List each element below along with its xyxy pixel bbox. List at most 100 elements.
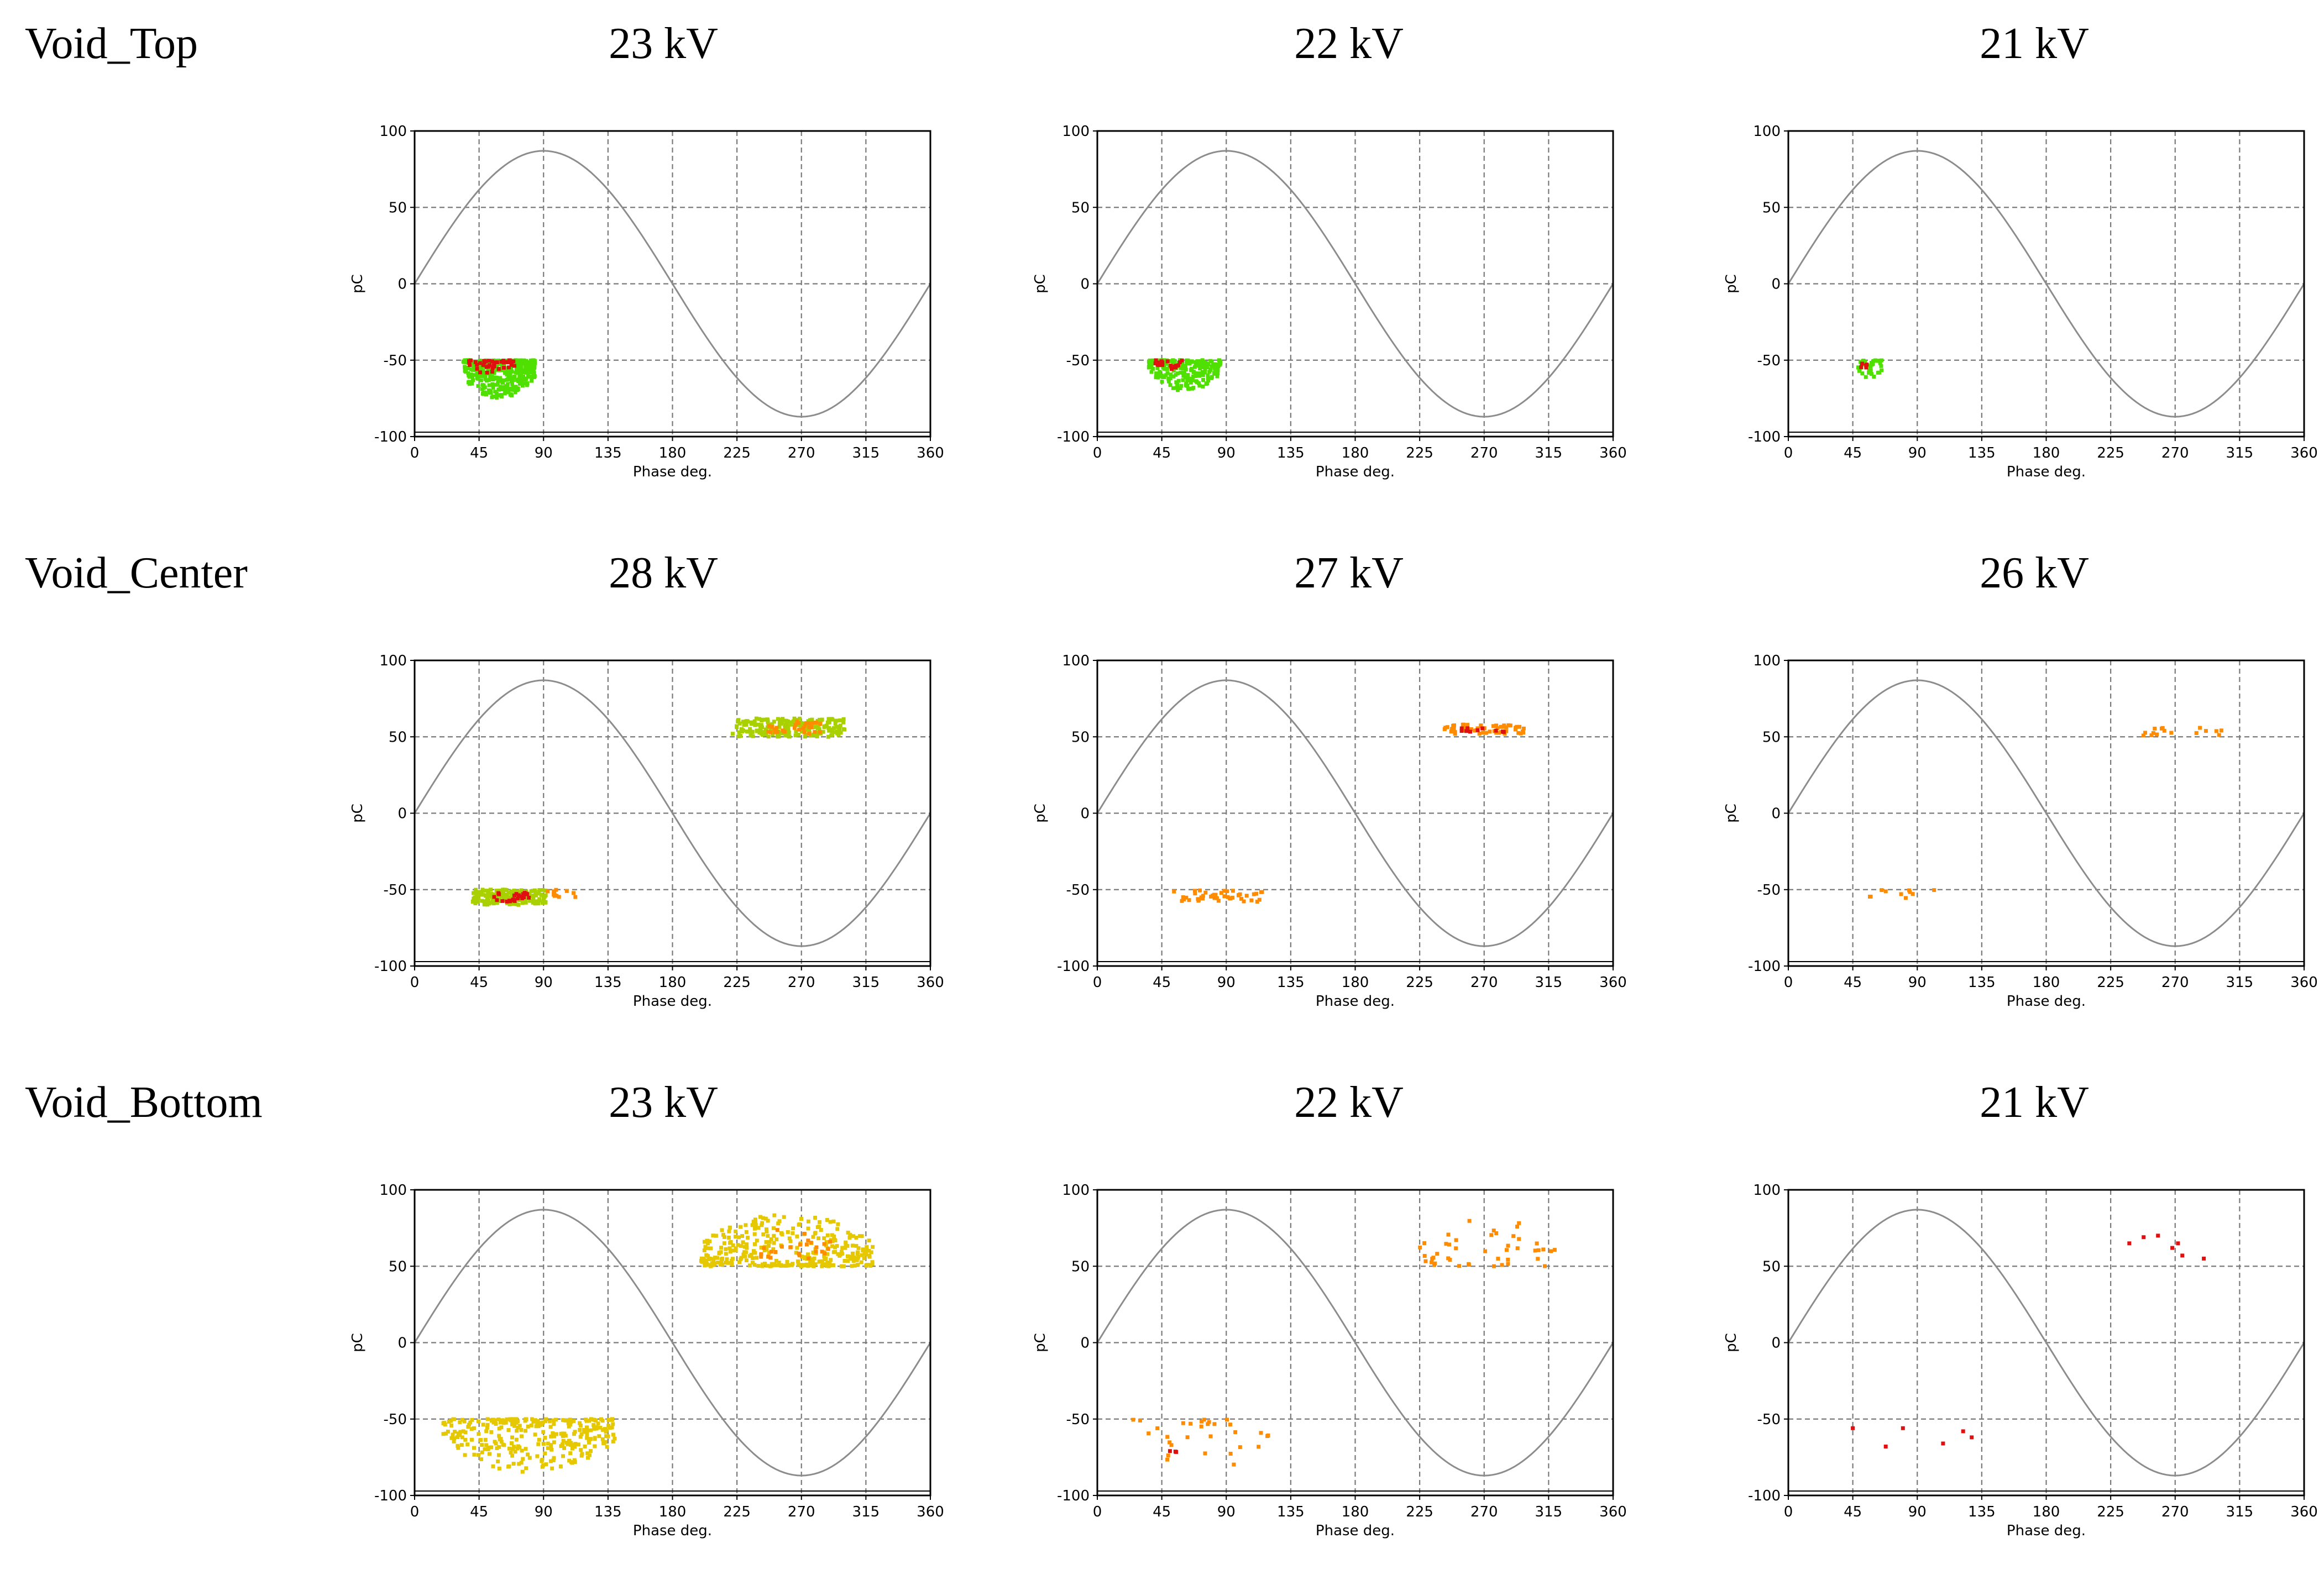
scatter-point — [715, 1256, 720, 1260]
scatter-point — [593, 1444, 597, 1448]
scatter-point — [1467, 1263, 1471, 1267]
x-tick-label: 360 — [1599, 1504, 1627, 1520]
scatter-point — [1157, 360, 1161, 365]
scatter-point — [524, 1429, 528, 1433]
scatter-point — [503, 893, 507, 897]
scatter-point — [1201, 378, 1205, 382]
scatter-point — [789, 720, 794, 725]
scatter-point — [706, 1257, 711, 1261]
scatter-point — [499, 1420, 503, 1425]
scatter-point — [491, 394, 495, 398]
scatter-point — [531, 899, 536, 903]
scatter-point — [751, 1261, 755, 1265]
scatter-point — [585, 1429, 589, 1433]
scatter-point — [480, 387, 484, 391]
scatter-point — [1535, 1241, 1539, 1246]
x-tick-label: 225 — [1406, 445, 1433, 461]
scatter-point — [768, 727, 773, 731]
scatter-point — [600, 1437, 605, 1441]
scatter-point — [546, 1441, 550, 1446]
scatter-point — [1197, 898, 1201, 902]
scatter-point — [835, 1227, 840, 1231]
scatter-point — [737, 730, 741, 734]
scatter-point — [744, 1223, 748, 1227]
scatter-point — [1166, 376, 1171, 381]
scatter-point — [520, 384, 525, 388]
x-tick-label: 225 — [2097, 974, 2124, 991]
scatter-point — [541, 1420, 545, 1425]
scatter-point — [561, 1454, 565, 1458]
sine-reference-curve — [413, 679, 931, 947]
scatter-point — [514, 358, 517, 363]
y-axis-label: pC — [1032, 1333, 1049, 1352]
scatter-point — [825, 1261, 830, 1265]
scatter-point — [809, 1241, 813, 1245]
scatter-point — [1491, 1229, 1496, 1233]
scatter-point — [463, 365, 467, 369]
scatter-point — [753, 1223, 758, 1227]
scatter-point — [726, 1261, 730, 1265]
x-axis-label: Phase deg. — [1316, 1523, 1395, 1539]
scatter-point — [534, 1424, 538, 1429]
scatter-point — [526, 1452, 530, 1457]
scatter-point — [1198, 888, 1202, 893]
scatter-point — [521, 892, 525, 896]
scatter-point — [704, 1253, 709, 1257]
scatter-point — [515, 1429, 519, 1433]
scatter-point — [700, 1259, 704, 1264]
scatter-point — [487, 901, 491, 906]
x-tick-label: 180 — [2033, 445, 2060, 461]
scatter-point — [485, 1425, 489, 1430]
scatter-point — [1533, 1248, 1537, 1253]
scatter-point — [550, 1466, 554, 1471]
scatter-point — [458, 1430, 463, 1434]
scatter-point — [552, 1456, 556, 1460]
scatter-point — [856, 1246, 861, 1250]
chart-0-2: 21 kV 0 45 90 135 180 225 270 315 360 100 50 0 -50 -10… — [1723, 19, 2318, 480]
scatter-point — [512, 364, 516, 368]
scatter-point — [496, 379, 500, 383]
scatter-point — [865, 1245, 869, 1249]
scatter-point — [775, 1228, 779, 1232]
scatter-point — [1206, 379, 1211, 383]
scatter-point — [477, 896, 481, 900]
scatter-point — [1181, 895, 1185, 899]
x-tick-label: 315 — [1535, 445, 1563, 461]
scatter-point — [761, 1232, 766, 1237]
scatter-point — [1195, 363, 1200, 368]
scatter-point — [804, 1242, 809, 1247]
scatter-point — [1169, 372, 1173, 377]
scatter-point — [1199, 371, 1203, 376]
scatter-point — [814, 1245, 819, 1250]
scatter-point — [838, 723, 842, 728]
scatter-point — [863, 1252, 867, 1256]
scatter-point — [1212, 371, 1217, 375]
scatter-point — [867, 1263, 872, 1267]
scatter-point — [498, 1437, 502, 1442]
scatter-point — [598, 1425, 603, 1430]
y-tick-label: 0 — [1771, 1335, 1781, 1352]
scatter-point — [493, 1418, 498, 1422]
scatter-point — [1214, 363, 1218, 367]
scatter-point — [1168, 383, 1173, 387]
scatter-point — [460, 1435, 464, 1440]
scatter-point — [506, 360, 511, 365]
scatter-point — [533, 901, 537, 906]
scatter-point — [462, 1419, 467, 1424]
scatter-point — [491, 1464, 495, 1468]
scatter-point — [514, 892, 519, 896]
scatter-point — [744, 1230, 749, 1234]
scatter-point — [757, 731, 762, 734]
scatter-point — [788, 1245, 793, 1250]
scatter-point — [2198, 726, 2202, 730]
x-tick-label: 135 — [594, 445, 622, 461]
scatter-point — [497, 892, 501, 896]
scatter-point — [709, 1246, 713, 1251]
scatter-point — [763, 1262, 767, 1266]
scatter-point — [499, 894, 503, 898]
scatter-point — [766, 719, 770, 723]
scatter-point — [1154, 358, 1158, 363]
scatter-point — [758, 1215, 762, 1219]
scatter-point — [1265, 1434, 1270, 1439]
scatter-point — [1182, 897, 1186, 901]
